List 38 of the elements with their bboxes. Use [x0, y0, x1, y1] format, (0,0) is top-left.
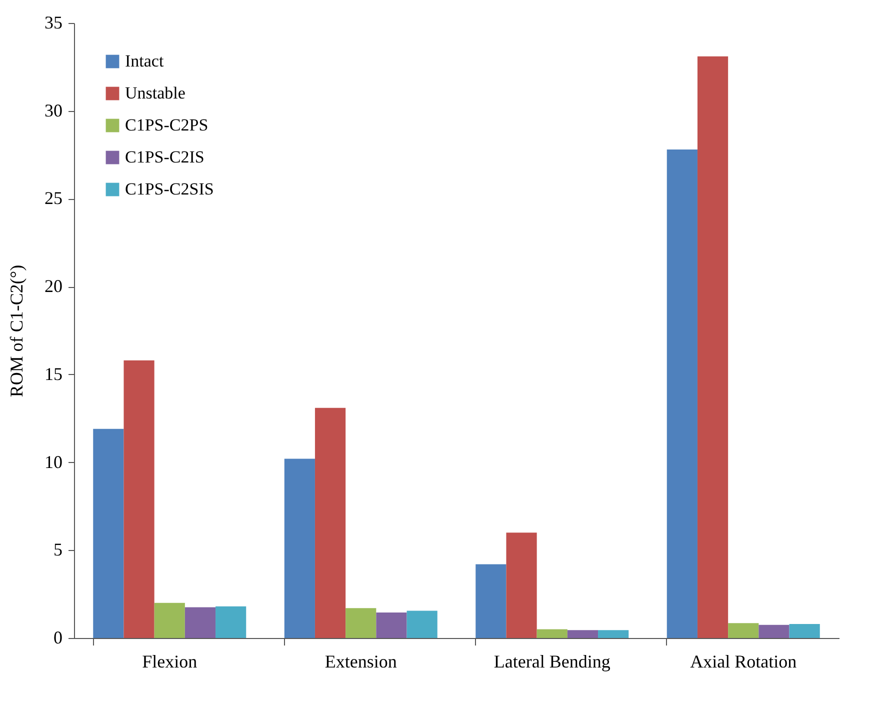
y-tick-label: 35	[44, 12, 62, 32]
y-tick-label: 0	[54, 628, 62, 648]
bar	[284, 458, 315, 638]
y-tick-label: 25	[44, 188, 62, 208]
bar	[536, 629, 568, 638]
x-tick-label: Flexion	[142, 652, 198, 672]
bar	[476, 564, 506, 638]
bar	[154, 602, 185, 638]
bar	[314, 408, 346, 638]
y-tick-label: 5	[54, 540, 62, 560]
legend-label: Unstable	[125, 84, 186, 102]
bar	[376, 612, 407, 638]
bar	[346, 608, 376, 638]
y-tick-label: 15	[44, 364, 62, 384]
bar	[666, 150, 698, 638]
bar	[506, 532, 537, 638]
y-tick-label: 30	[44, 100, 62, 120]
bar	[697, 56, 728, 638]
bar	[598, 630, 629, 638]
bar	[728, 623, 759, 638]
bar	[216, 606, 246, 638]
y-tick-label: 10	[44, 452, 62, 472]
x-tick-label: Axial Rotation	[690, 652, 797, 672]
bar	[758, 624, 790, 638]
legend-label: Intact	[125, 52, 164, 70]
legend-label: C1PS-C2IS	[125, 148, 204, 166]
legend-label: C1PS-C2PS	[125, 116, 208, 134]
y-tick-label: 20	[44, 276, 62, 296]
legend-label: C1PS-C2SIS	[125, 180, 214, 198]
x-tick-label: Lateral Bending	[494, 652, 610, 672]
y-axis-title: ROM of C1-C2(°)	[6, 264, 26, 398]
bar	[93, 428, 124, 638]
bar	[184, 607, 216, 638]
bar	[406, 610, 438, 638]
x-tick-label: Extension	[324, 652, 397, 672]
bar	[567, 630, 598, 638]
bar	[789, 624, 820, 638]
bar	[124, 360, 154, 638]
